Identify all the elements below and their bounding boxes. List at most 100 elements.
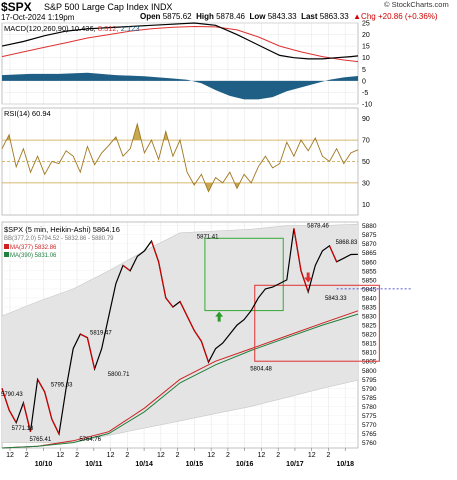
price-ytick-label: 5765 xyxy=(362,431,377,438)
price-annotation-label: 5871.41 xyxy=(197,234,219,240)
price-down-segment xyxy=(44,391,53,420)
ma377-legend-label: MA(377) 5832.86 xyxy=(10,245,57,251)
price-ytick-label: 5825 xyxy=(362,323,377,330)
red-down-arrow-icon xyxy=(304,272,313,283)
change-value: ▲Chg +20.86 (+0.36%) xyxy=(353,12,437,21)
price-ytick-label: 5760 xyxy=(362,440,377,447)
price-down-segment xyxy=(328,245,338,263)
high-value: 5878.46 xyxy=(216,12,245,21)
price-down-segment xyxy=(122,264,131,272)
xtick-label: 2 xyxy=(276,452,280,459)
low-label: Low xyxy=(249,12,266,21)
price-down-segment xyxy=(186,315,195,331)
rsi-ytick-label: 70 xyxy=(362,138,370,145)
xtick-label: 10/10 xyxy=(35,461,53,468)
price-annotation-label: 5771.13 xyxy=(12,426,34,432)
macd-histogram xyxy=(2,72,358,100)
price-down-segment xyxy=(37,379,46,393)
price-ytick-label: 5780 xyxy=(362,404,377,411)
price-ytick-label: 5820 xyxy=(362,332,377,339)
macd-ytick-label: 25 xyxy=(362,21,370,28)
macd-ytick-label: -5 xyxy=(362,90,368,97)
macd-label-part: MACD(120,260,90) xyxy=(4,24,71,33)
price-ytick-label: 5790 xyxy=(362,386,377,393)
macd-panel-frame xyxy=(1,22,359,105)
xtick-label: 12 xyxy=(157,452,165,459)
price-down-segment xyxy=(8,409,17,423)
rsi-ytick-label: 10 xyxy=(362,202,370,209)
price-ytick-label: 5770 xyxy=(362,422,377,429)
rsi-overbought-fill xyxy=(6,124,317,141)
rsi-line xyxy=(1,122,359,193)
ma390-line xyxy=(1,313,359,449)
price-ytick-label: 5775 xyxy=(362,413,377,420)
change-marker: ▲ xyxy=(353,12,362,21)
rsi-label: RSI(14) 60.94 xyxy=(4,109,51,118)
xtick-label: 10/15 xyxy=(186,461,204,468)
macd-ytick-label: 10 xyxy=(362,55,370,62)
xtick-label: 10/14 xyxy=(135,461,153,468)
rsi-oversold-fill xyxy=(2,182,358,192)
green-up-arrow-icon xyxy=(215,311,224,322)
macd-label-part: 10.436, xyxy=(71,24,98,33)
price-annotation-label: 5868.83 xyxy=(336,240,358,246)
macd-signal-line xyxy=(1,25,359,63)
chart-datetime: 17-Oct-2024 1:19pm xyxy=(1,13,75,22)
price-ytick-label: 5870 xyxy=(362,241,377,248)
price-ytick-label: 5860 xyxy=(362,259,377,266)
rsi-ytick-label: 90 xyxy=(362,116,370,123)
ohlc-summary: Open 5875.62 High 5878.46 Low 5843.33 La… xyxy=(140,12,438,21)
price-ytick-label: 5880 xyxy=(362,223,377,230)
last-label: Last xyxy=(301,12,318,21)
price-down-segment xyxy=(179,301,188,317)
xtick-label: 10/16 xyxy=(236,461,254,468)
macd-ytick-label: 20 xyxy=(362,32,370,39)
xtick-label: 2 xyxy=(327,452,331,459)
price-annotation-label: 5795.03 xyxy=(51,383,73,389)
price-down-segment xyxy=(158,261,167,299)
price-ytick-label: 5795 xyxy=(362,377,377,384)
rsi-ytick-label: 30 xyxy=(362,180,370,187)
price-annotation-label: 5804.48 xyxy=(250,366,272,372)
price-ytick-label: 5800 xyxy=(362,368,377,375)
high-label: High xyxy=(196,12,214,21)
price-ytick-label: 5850 xyxy=(362,277,377,284)
price-ytick-label: 5865 xyxy=(362,250,377,257)
price-ytick-label: 5815 xyxy=(362,341,377,348)
index-full-name: S&P 500 Large Cap Index xyxy=(44,2,149,12)
price-ytick-label: 5810 xyxy=(362,350,377,357)
price-annotation-label: 5790.43 xyxy=(1,392,23,398)
macd-ytick-label: -10 xyxy=(362,102,372,109)
ticker-symbol: $SPX xyxy=(1,0,32,14)
price-down-segment xyxy=(293,228,302,271)
open-label: Open xyxy=(140,12,161,21)
price-ytick-label: 5855 xyxy=(362,268,377,275)
macd-ytick-label: 5 xyxy=(362,67,366,74)
xtick-label: 10/11 xyxy=(85,461,102,468)
green-annotation-box xyxy=(204,237,284,312)
price-down-segment xyxy=(193,330,202,342)
macd-label-part: 2.123 xyxy=(121,24,140,33)
bollinger-legend: BB(377,2.0) 5794.52 - 5832.86 - 5880.79 xyxy=(4,236,114,242)
red-annotation-box xyxy=(254,284,380,362)
price-annotation-label: 5819.47 xyxy=(90,330,112,336)
price-ytick-label: 5785 xyxy=(362,395,377,402)
price-down-segment xyxy=(165,297,174,308)
last-value: 5863.33 xyxy=(319,12,349,21)
xtick-label: 2 xyxy=(226,452,230,459)
macd-label: MACD(120,260,90) 10.436, 8.312, 2.123 xyxy=(4,24,140,33)
xtick-label: 12 xyxy=(6,452,14,459)
price-annotation-label: 5843.33 xyxy=(325,296,347,302)
rsi-ytick-label: 50 xyxy=(362,159,370,166)
xtick-label: 2 xyxy=(176,452,180,459)
brand-watermark: © StockCharts.com xyxy=(384,0,449,9)
price-ytick-label: 5840 xyxy=(362,295,377,302)
price-down-segment xyxy=(80,333,88,339)
price-down-segment xyxy=(150,240,160,262)
xtick-label: 2 xyxy=(75,452,79,459)
open-value: 5875.62 xyxy=(162,12,192,21)
price-down-segment xyxy=(200,341,210,363)
macd-ytick-label: 15 xyxy=(362,44,370,51)
xtick-label: 10/17 xyxy=(286,461,304,468)
